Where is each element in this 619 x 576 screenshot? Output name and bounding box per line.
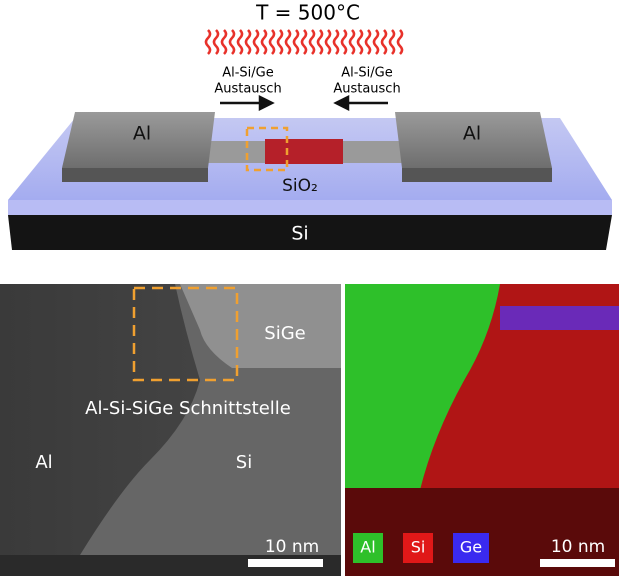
region-label: Si [236, 452, 252, 473]
scale-bar-label: 10 nm [265, 537, 319, 557]
legend-swatch [353, 533, 383, 563]
oxide-front [8, 200, 612, 215]
arrow-label: Al-Si/Ge [341, 66, 393, 81]
eds-map: Al Si Ge 10 nm [345, 284, 619, 576]
zoom-box [132, 286, 239, 382]
wire-exchanged [265, 139, 343, 164]
temperature: T = 500°C [255, 1, 360, 25]
substrate-label: Si [291, 223, 308, 245]
pad-label: Al [133, 123, 151, 145]
pad-side [402, 168, 552, 182]
pad [395, 112, 552, 168]
arrow [220, 94, 275, 112]
arrow [333, 94, 388, 112]
arrow-label: Austausch [333, 82, 400, 97]
arrow-label: Al-Si/Ge [222, 66, 274, 81]
sige-region [180, 284, 341, 368]
al-region [345, 284, 500, 490]
pad [62, 112, 215, 168]
scale-bar-label: 10 nm [551, 537, 605, 557]
scale-bar [248, 559, 323, 567]
oxide-label: SiO₂ [282, 176, 318, 196]
zoom-box [245, 126, 289, 172]
arrow-label: Austausch [214, 82, 281, 97]
legend-swatch [403, 533, 433, 563]
pad-side [62, 168, 208, 182]
legend-swatch [453, 533, 489, 563]
sem-image: SiGe Al-Si-SiGe Schnittstelle Al Si 10 n… [0, 284, 341, 576]
ge-region [500, 306, 619, 330]
schematic: T = 500°C Al-Si/Ge Austausch Al-Si/Ge Au… [8, 1, 612, 250]
substrate [8, 215, 612, 250]
region-label: SiGe [264, 323, 305, 344]
legend-label: Si [411, 538, 426, 557]
interface-label: Al-Si-SiGe Schnittstelle [85, 398, 291, 419]
region-label: Al [35, 452, 52, 473]
legend-label: Ge [460, 538, 482, 557]
pad-label: Al [463, 123, 481, 145]
scale-bar [540, 559, 615, 567]
heat-waves [204, 29, 404, 55]
legend-label: Al [360, 538, 375, 557]
